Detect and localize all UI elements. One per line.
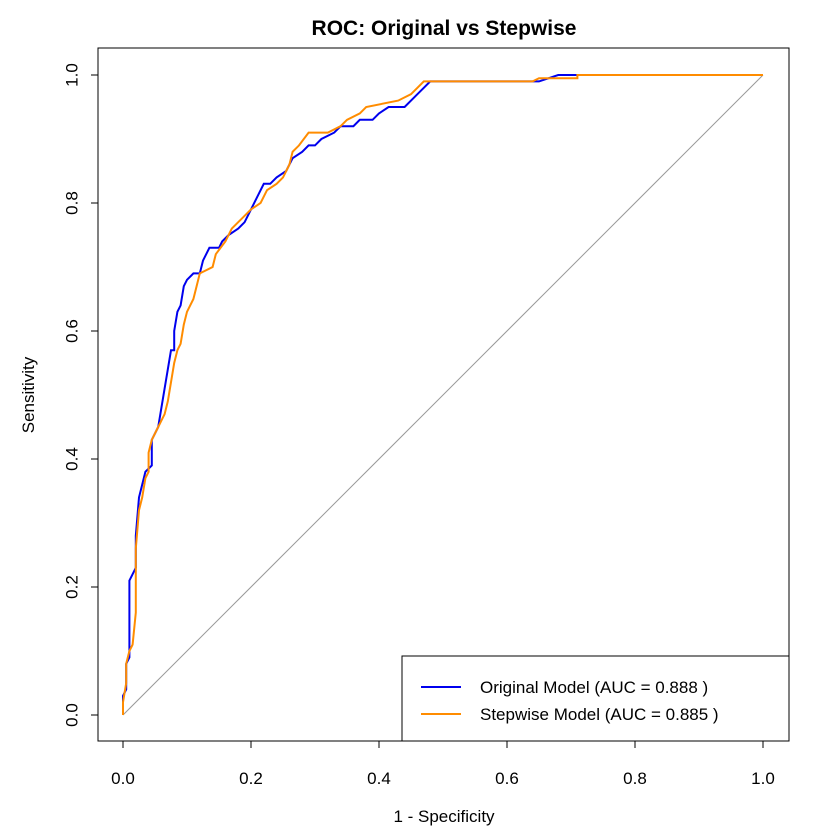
y-tick-label: 0.0 [63,703,82,727]
legend: Original Model (AUC = 0.888 ) Stepwise M… [401,655,790,742]
y-tick-label: 0.8 [63,191,82,215]
roc-curve-stepwise [122,74,763,715]
x-tick-label: 0.6 [495,769,519,788]
x-tick-label: 1.0 [751,769,775,788]
x-tick-label: 0.2 [239,769,263,788]
chart-title: ROC: Original vs Stepwise [312,17,577,40]
y-tick-label: 0.4 [63,447,82,471]
x-tick-label: 0.4 [367,769,391,788]
y-tick-label: 0.6 [63,319,82,343]
roc-curve-original [122,74,763,715]
legend-label-original: Original Model (AUC = 0.888 ) [480,678,708,697]
y-tick-label: 0.2 [63,575,82,599]
plot-lines [122,74,764,716]
reference-diagonal [122,74,764,716]
legend-label-stepwise: Stepwise Model (AUC = 0.885 ) [480,705,719,724]
x-axis-label: 1 - Specificity [393,807,495,826]
legend-box [401,655,790,742]
y-tick-label: 1.0 [63,63,82,87]
x-tick-label: 0.8 [623,769,647,788]
y-axis-label: Sensitivity [19,356,38,433]
x-tick-label: 0.0 [111,769,135,788]
